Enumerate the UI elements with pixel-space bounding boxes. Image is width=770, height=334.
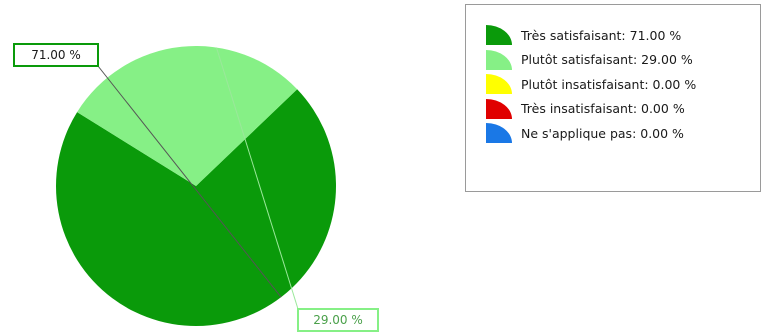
legend-item-ne-s-applique-pas: Ne s'applique pas: 0.00 % [486, 121, 760, 146]
legend-swatch-icon [486, 49, 512, 70]
legend-label: Plutôt insatisfaisant: 0.00 % [521, 76, 697, 92]
legend-item-plutot-insatisfaisant: Plutôt insatisfaisant: 0.00 % [486, 72, 760, 97]
leader-line [97, 65, 282, 298]
pie-slices [56, 46, 337, 327]
legend-swatch-icon [486, 123, 512, 144]
legend-swatch-icon [486, 98, 512, 119]
legend-swatch-icon [486, 25, 512, 46]
data-labels: 71.00 % 29.00 % [13, 43, 379, 332]
data-label-tres-satisfaisant: 71.00 % [13, 43, 99, 67]
legend-label: Ne s'applique pas: 0.00 % [521, 125, 684, 141]
legend-label: Plutôt satisfaisant: 29.00 % [521, 52, 693, 68]
legend-item-tres-satisfaisant: Très satisfaisant: 71.00 % [486, 23, 760, 48]
legend-item-plutot-satisfaisant: Plutôt satisfaisant: 29.00 % [486, 48, 760, 73]
data-label-box [13, 43, 99, 67]
pie-slice-tres-satisfaisant [56, 89, 337, 327]
data-label-text: 29.00 % [313, 313, 363, 327]
legend-label: Très insatisfaisant: 0.00 % [521, 101, 685, 117]
label-leader-lines [97, 47, 299, 310]
legend-label: Très satisfaisant: 71.00 % [521, 27, 682, 43]
data-label-text: 71.00 % [31, 48, 81, 62]
legend-swatch-icon [486, 74, 512, 95]
chart-legend: Très satisfaisant: 71.00 % Plutôt satisf… [465, 4, 761, 192]
legend-list: Très satisfaisant: 71.00 % Plutôt satisf… [466, 5, 760, 146]
data-label-box [297, 308, 379, 332]
leader-line [215, 47, 299, 310]
legend-item-tres-insatisfaisant: Très insatisfaisant: 0.00 % [486, 97, 760, 122]
pie-slice-plutot-satisfaisant [77, 46, 298, 186]
data-label-plutot-satisfaisant: 29.00 % [297, 308, 379, 332]
